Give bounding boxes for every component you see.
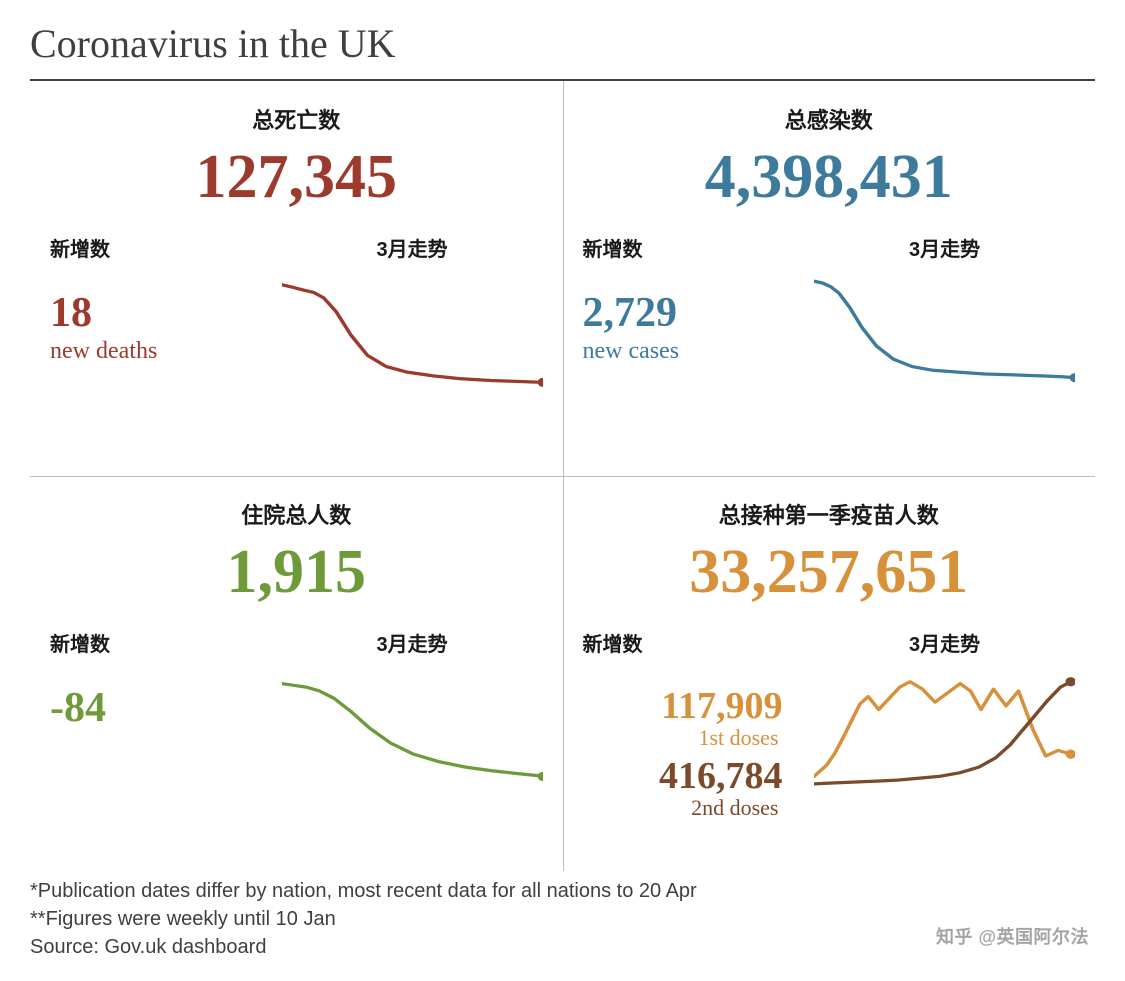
panel-vaccines-second-value: 416,784	[583, 757, 783, 795]
footnote-1: *Publication dates differ by nation, mos…	[30, 877, 1095, 905]
panel-cases-trend-label: 3月走势	[814, 233, 1075, 262]
panel-deaths: 总死亡数 127,345 新增数 18 new deaths 3月走势	[30, 81, 563, 476]
panel-vaccines: 总接种第一季疫苗人数 33,257,651 新增数 117,909 1st do…	[563, 476, 1096, 871]
panel-deaths-title: 总死亡数	[50, 103, 543, 135]
panel-vaccines-total: 33,257,651	[583, 538, 1076, 606]
watermark: 知乎 @英国阿尔法	[936, 923, 1089, 949]
panel-vaccines-sparkline	[814, 665, 1075, 795]
panel-hospital-total: 1,915	[50, 538, 543, 606]
panel-deaths-new-value: 18	[50, 292, 272, 334]
panel-vaccines-first-caption: 1st doses	[583, 725, 783, 751]
panel-cases-new-caption: new cases	[583, 338, 805, 365]
panel-cases-title: 总感染数	[583, 103, 1076, 135]
panel-cases: 总感染数 4,398,431 新增数 2,729 new cases 3月走势	[563, 81, 1096, 476]
panel-deaths-new-label: 新增数	[50, 233, 272, 262]
panel-cases-sparkline	[814, 270, 1075, 400]
panel-deaths-total: 127,345	[50, 143, 543, 211]
panel-hospital: 住院总人数 1,915 新增数 -84 3月走势	[30, 476, 563, 871]
panel-vaccines-first-value: 117,909	[583, 687, 783, 725]
panel-cases-total: 4,398,431	[583, 143, 1076, 211]
panel-hospital-new-label: 新增数	[50, 628, 272, 657]
panel-vaccines-new-label: 新增数	[583, 628, 805, 657]
panel-hospital-trend-label: 3月走势	[282, 628, 543, 657]
panel-deaths-sparkline	[282, 270, 543, 400]
panel-vaccines-title: 总接种第一季疫苗人数	[583, 498, 1076, 530]
panel-hospital-sparkline	[282, 665, 543, 795]
page-title: Coronavirus in the UK	[30, 20, 1095, 79]
panel-deaths-new-caption: new deaths	[50, 338, 272, 365]
panel-cases-new-value: 2,729	[583, 292, 805, 334]
panel-cases-new-label: 新增数	[583, 233, 805, 262]
stats-grid: 总死亡数 127,345 新增数 18 new deaths 3月走势 总感染数…	[30, 81, 1095, 871]
panel-deaths-trend-label: 3月走势	[282, 233, 543, 262]
panel-hospital-title: 住院总人数	[50, 498, 543, 530]
panel-hospital-new-value: -84	[50, 687, 272, 729]
panel-vaccines-second-caption: 2nd doses	[583, 795, 783, 821]
panel-vaccines-trend-label: 3月走势	[814, 628, 1075, 657]
